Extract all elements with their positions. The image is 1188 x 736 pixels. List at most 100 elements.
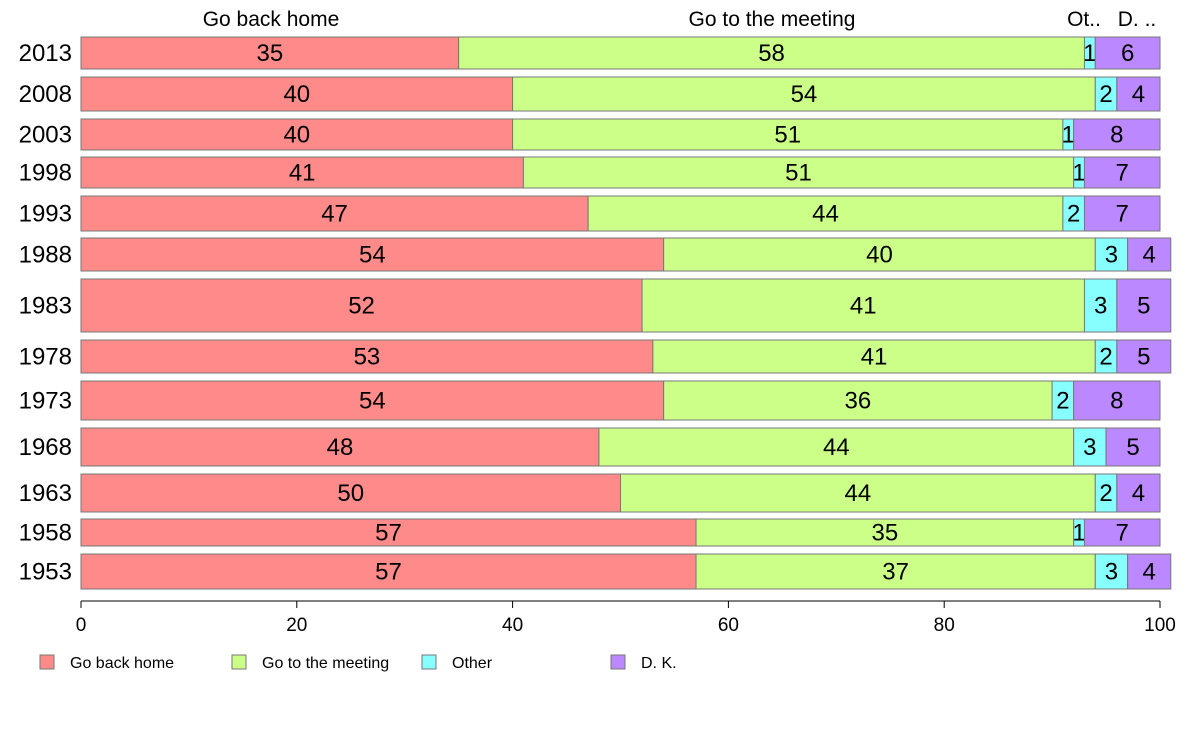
x-tick-label: 100 <box>1144 615 1176 636</box>
bar-segment <box>1073 118 1161 151</box>
bar-segment <box>1127 553 1172 590</box>
year-label: 1968 <box>19 434 72 461</box>
data-label: 3 <box>1105 242 1118 269</box>
data-label: 3 <box>1083 434 1096 461</box>
bar-segment <box>695 518 1075 547</box>
bar-segment <box>80 278 643 333</box>
data-label: 40 <box>283 81 310 108</box>
bar-segment <box>80 553 697 590</box>
x-tick-label: 60 <box>718 615 739 636</box>
data-label: 2 <box>1099 81 1112 108</box>
bar-segment <box>458 36 1085 70</box>
column-header: Go to the meeting <box>689 8 856 31</box>
year-label: 1963 <box>19 480 72 507</box>
data-label: 2 <box>1056 388 1069 415</box>
data-label: 8 <box>1110 122 1123 149</box>
legend-label: Other <box>452 655 493 672</box>
data-label: 41 <box>850 293 877 320</box>
bar-segment <box>1116 76 1161 112</box>
bar-segment <box>1094 553 1129 590</box>
bar-segment <box>1116 278 1172 333</box>
bar-segment <box>587 195 1064 232</box>
data-label: 36 <box>845 388 872 415</box>
legend: Go back home Go to the meeting Other D. K. <box>39 654 677 672</box>
year-label: 2003 <box>19 122 72 149</box>
legend-swatch <box>231 654 247 670</box>
data-label: 4 <box>1132 480 1145 507</box>
data-label: 53 <box>354 344 381 371</box>
bar-segment <box>80 156 524 189</box>
bar-segment <box>512 118 1064 151</box>
column-header: Go back home <box>203 8 340 31</box>
legend-swatch <box>610 654 626 670</box>
bar-segment <box>620 473 1096 513</box>
bar-segment <box>1073 427 1107 467</box>
data-label: 2 <box>1099 344 1112 371</box>
data-label: 41 <box>289 160 316 187</box>
year-label: 2013 <box>19 40 72 67</box>
bar-segment <box>1094 36 1161 70</box>
data-label: 6 <box>1121 40 1134 67</box>
data-label: 1 <box>1072 160 1085 187</box>
data-label: 40 <box>866 242 893 269</box>
bar-segment <box>1094 237 1129 272</box>
bar-segment <box>1127 237 1172 272</box>
year-label: 1973 <box>19 388 72 415</box>
x-tick-label: 20 <box>286 615 307 636</box>
column-header: Ot.. <box>1067 8 1101 31</box>
data-label: 44 <box>823 434 850 461</box>
data-label: 1 <box>1072 520 1085 547</box>
data-label: 2 <box>1099 480 1112 507</box>
legend-swatch <box>421 654 437 670</box>
bar-segment <box>1083 278 1118 333</box>
data-label: 35 <box>256 40 283 67</box>
year-label: 1978 <box>19 344 72 371</box>
data-label: 4 <box>1132 81 1145 108</box>
data-label: 58 <box>758 40 785 67</box>
bar-segment <box>598 427 1075 467</box>
bar-segment <box>80 195 589 232</box>
data-label: 44 <box>812 201 839 228</box>
legend-label: D. K. <box>641 655 677 672</box>
data-label: 35 <box>872 520 899 547</box>
data-label: 3 <box>1094 293 1107 320</box>
bar-segment <box>1116 339 1172 374</box>
x-tick-label: 0 <box>76 615 87 636</box>
data-label: 51 <box>785 160 812 187</box>
bar-segment <box>80 380 665 421</box>
data-label: 7 <box>1116 201 1129 228</box>
data-label: 4 <box>1143 242 1156 269</box>
data-label: 48 <box>327 434 354 461</box>
data-label: 7 <box>1116 520 1129 547</box>
year-label: 1988 <box>19 242 72 269</box>
data-label: 54 <box>791 81 818 108</box>
data-label: 57 <box>375 559 402 586</box>
bar-segment <box>1083 156 1161 189</box>
legend-swatch <box>39 654 55 670</box>
column-headers: Go back home Go to the meeting Ot.. D. .. <box>203 8 1157 31</box>
data-label: 1 <box>1083 40 1096 67</box>
bar-segment <box>80 237 665 272</box>
data-label: 54 <box>359 242 386 269</box>
data-label: 50 <box>337 480 364 507</box>
bar-segment <box>641 278 1085 333</box>
data-label: 2 <box>1067 201 1080 228</box>
year-label: 1983 <box>19 293 72 320</box>
bar-segment <box>80 36 460 70</box>
legend-label: Go to the meeting <box>262 655 389 672</box>
data-label: 5 <box>1126 434 1139 461</box>
data-label: 57 <box>375 520 402 547</box>
year-label: 2008 <box>19 81 72 108</box>
data-label: 37 <box>882 559 909 586</box>
column-header: D. .. <box>1118 8 1157 31</box>
bar-segment <box>1073 380 1161 421</box>
bar-segment <box>1083 195 1161 232</box>
data-label: 51 <box>774 122 801 149</box>
bar-segment <box>80 339 654 374</box>
x-tick-label: 80 <box>934 615 955 636</box>
data-label: 5 <box>1137 344 1150 371</box>
bar-segment <box>80 518 697 547</box>
